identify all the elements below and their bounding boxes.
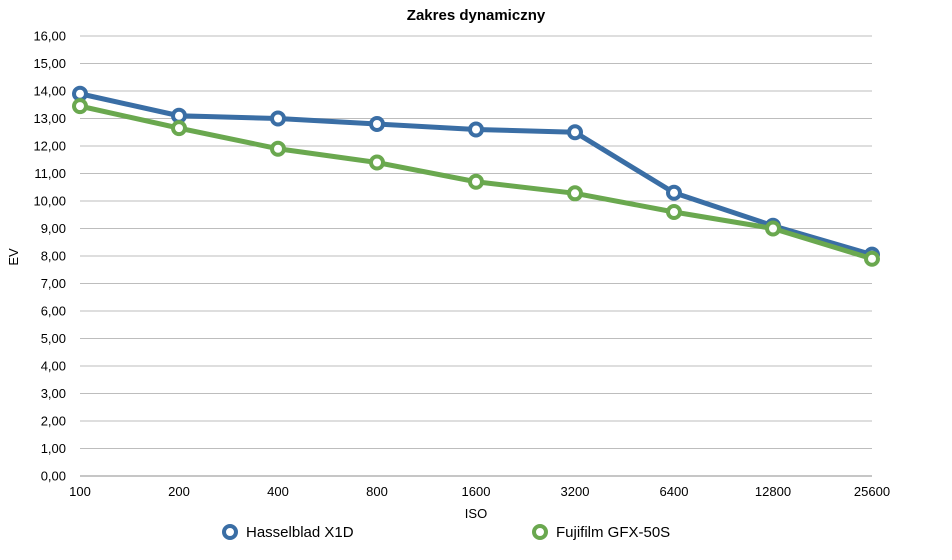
data-point xyxy=(72,98,88,115)
y-tick-label: 4,00 xyxy=(41,359,66,374)
y-tick-label: 15,00 xyxy=(33,56,66,71)
legend: Hasselblad X1D Fujifilm GFX-50S xyxy=(222,524,670,541)
data-point xyxy=(864,250,880,267)
legend-marker xyxy=(532,524,548,540)
data-point xyxy=(369,154,385,171)
series-2 xyxy=(72,98,880,267)
y-tick-label: 12,00 xyxy=(33,139,66,154)
y-tick-label: 1,00 xyxy=(41,441,66,456)
x-tick-label: 12800 xyxy=(755,484,791,499)
y-tick-label: 10,00 xyxy=(33,194,66,209)
y-axis-ticks: 0,00 1,00 2,00 3,00 4,00 5,00 6,00 7,00 8,00 9,00… xyxy=(33,29,66,484)
data-point xyxy=(468,173,484,190)
x-axis-ticks: 100 200 400 800 1600 3200 6400 12800 25600 xyxy=(69,484,890,499)
x-tick-label: 200 xyxy=(168,484,190,499)
legend-marker xyxy=(222,524,238,540)
data-point xyxy=(171,120,187,137)
y-tick-label: 5,00 xyxy=(41,331,66,346)
x-tick-label: 6400 xyxy=(660,484,689,499)
data-point xyxy=(666,184,682,201)
data-point xyxy=(369,116,385,132)
y-tick-label: 3,00 xyxy=(41,386,66,401)
y-tick-label: 16,00 xyxy=(33,29,66,44)
data-point xyxy=(765,220,781,237)
y-tick-label: 11,00 xyxy=(34,166,66,181)
x-tick-label: 400 xyxy=(267,484,289,499)
x-tick-label: 3200 xyxy=(561,484,590,499)
y-axis-label: EV xyxy=(6,248,21,266)
y-tick-label: 0,00 xyxy=(41,469,66,484)
data-point xyxy=(468,121,484,138)
data-point xyxy=(171,107,187,124)
y-tick-label: 2,00 xyxy=(41,414,66,429)
legend-label: Fujifilm GFX-50S xyxy=(556,524,670,541)
data-point xyxy=(270,110,286,127)
y-tick-label: 6,00 xyxy=(41,304,66,319)
x-tick-label: 1600 xyxy=(462,484,491,499)
legend-label: Hasselblad X1D xyxy=(246,524,354,541)
data-point xyxy=(666,204,682,220)
y-tick-label: 14,00 xyxy=(33,84,66,99)
data-point xyxy=(567,185,583,202)
x-tick-label: 25600 xyxy=(854,484,890,499)
x-tick-label: 800 xyxy=(366,484,388,499)
gridlines xyxy=(80,35,872,477)
y-tick-label: 13,00 xyxy=(33,111,66,126)
data-point xyxy=(567,124,583,141)
x-tick-label: 100 xyxy=(69,484,91,499)
data-point xyxy=(72,85,88,102)
series-layer xyxy=(72,85,880,267)
y-tick-label: 8,00 xyxy=(41,249,66,264)
chart-title: Zakres dynamiczny xyxy=(407,7,546,24)
y-tick-label: 9,00 xyxy=(41,221,66,236)
y-tick-label: 7,00 xyxy=(41,276,66,291)
x-axis-label: ISO xyxy=(465,506,487,521)
data-point xyxy=(270,140,286,157)
